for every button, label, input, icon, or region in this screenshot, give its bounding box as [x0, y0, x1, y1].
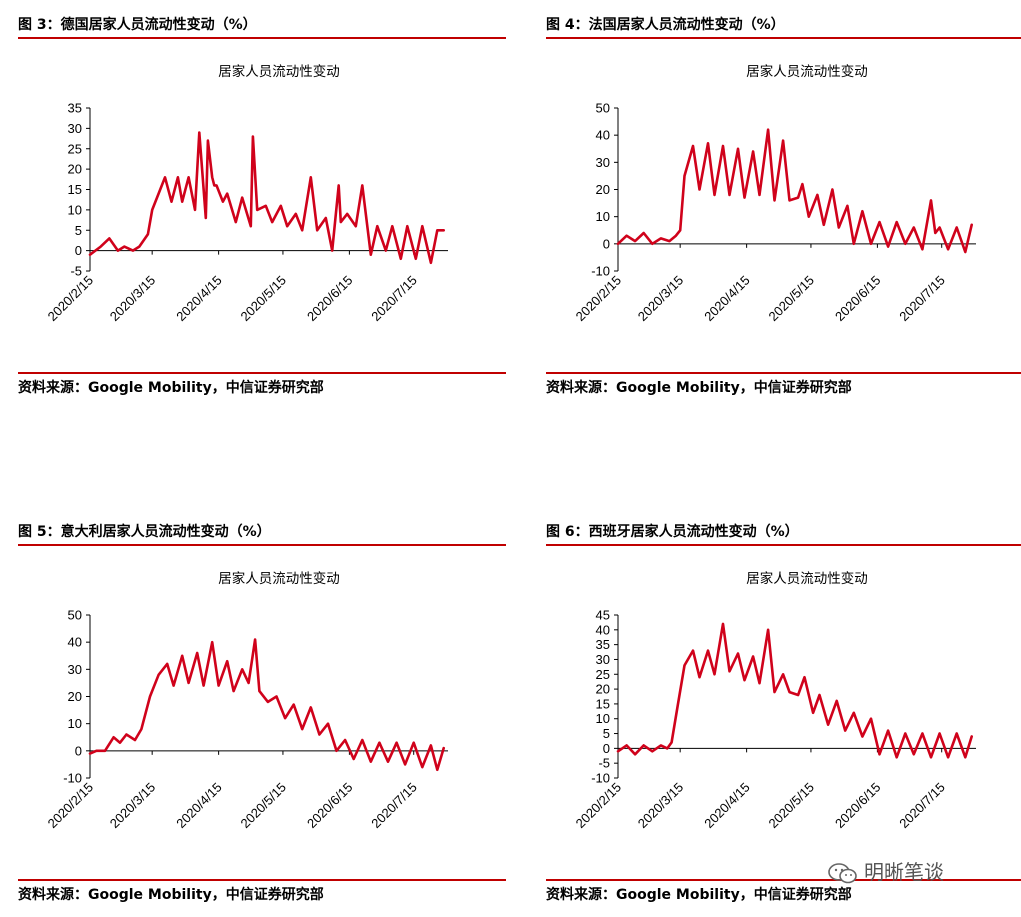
wechat-icon	[828, 862, 857, 883]
y-tick-label: 10	[596, 209, 610, 224]
y-tick-label: -10	[63, 771, 82, 786]
y-tick-label: 25	[68, 141, 82, 156]
caption-rule	[18, 37, 506, 39]
x-tick-label: 2020/2/15	[573, 273, 625, 325]
source-rule	[18, 372, 506, 374]
y-tick-label: 25	[596, 667, 610, 682]
y-tick-label: 30	[68, 121, 82, 136]
series-line	[88, 131, 446, 265]
chart-title: 居家人员流动性变动	[746, 570, 868, 587]
figure-caption: 图 4：法国居家人员流动性变动（%）	[546, 17, 785, 33]
x-tick-label: 2020/6/15	[304, 273, 356, 325]
panel-spain: 图 6：西班牙居家人员流动性变动（%） 居家人员流动性变动 -10 -5 0 5 10 15…	[546, 507, 1021, 917]
series-line	[616, 622, 974, 759]
panel-germany: 图 3：德国居家人员流动性变动（%） 居家人员流动性变动 -5 0 5 10 15 20 25…	[18, 0, 506, 410]
y-tick-label: 50	[68, 608, 82, 623]
y-tick-label: 5	[603, 726, 610, 741]
y-tick-label: 20	[68, 162, 82, 177]
y-tick-label: 10	[68, 202, 82, 217]
x-tick-label: 2020/5/15	[766, 273, 818, 325]
figure-caption: 图 6：西班牙居家人员流动性变动（%）	[546, 524, 799, 540]
source-rule	[546, 879, 1021, 881]
panel-france: 图 4：法国居家人员流动性变动（%） 居家人员流动性变动 -10 0 10 20 30 40…	[546, 0, 1021, 410]
x-tick-label: 2020/3/15	[107, 273, 159, 325]
y-tick-label: 30	[596, 652, 610, 667]
y-tick-label: 0	[603, 236, 610, 251]
y-tick-label: 5	[75, 223, 82, 238]
caption-rule	[18, 544, 506, 546]
y-tick-label: 40	[596, 622, 610, 637]
caption-rule	[546, 544, 1021, 546]
x-tick-label: 2020/2/15	[45, 273, 97, 325]
source-note: 资料来源：Google Mobility，中信证券研究部	[18, 380, 324, 396]
x-tick-label: 2020/7/15	[368, 273, 420, 325]
x-tick-label: 2020/7/15	[896, 780, 948, 832]
x-tick-label: 2020/7/15	[368, 780, 420, 832]
source-rule	[546, 372, 1021, 374]
line-chart: 居家人员流动性变动 -5 0 5 10 15 20 25 30 35 2020/2/15 2020/3…	[45, 63, 448, 325]
y-tick-label: 35	[68, 101, 82, 116]
y-tick-label: -10	[591, 264, 610, 279]
x-tick-label: 2020/4/15	[173, 273, 225, 325]
y-tick-label: 10	[596, 711, 610, 726]
chart-title: 居家人员流动性变动	[218, 63, 340, 80]
series-line	[88, 638, 446, 772]
chart-title: 居家人员流动性变动	[746, 63, 868, 80]
y-tick-label: 0	[603, 741, 610, 756]
y-tick-label: 0	[75, 743, 82, 758]
y-tick-label: 20	[68, 689, 82, 704]
y-tick-label: 40	[68, 635, 82, 650]
y-tick-label: 15	[596, 696, 610, 711]
x-tick-label: 2020/4/15	[701, 273, 753, 325]
x-tick-label: 2020/3/15	[107, 780, 159, 832]
y-tick-label: 45	[596, 608, 610, 623]
y-tick-label: -10	[591, 771, 610, 786]
x-tick-label: 2020/5/15	[766, 780, 818, 832]
x-tick-label: 2020/4/15	[173, 780, 225, 832]
x-tick-label: 2020/4/15	[701, 780, 753, 832]
x-tick-label: 2020/6/15	[304, 780, 356, 832]
line-chart: 居家人员流动性变动 -10 0 10 20 30 40 50 2020/2/15 2020/3/1…	[45, 570, 448, 832]
y-tick-label: -5	[598, 756, 610, 771]
y-tick-label: 30	[68, 662, 82, 677]
y-tick-label: -5	[70, 264, 82, 279]
y-tick-label: 20	[596, 682, 610, 697]
figure-caption: 图 3：德国居家人员流动性变动（%）	[18, 17, 257, 33]
x-tick-label: 2020/2/15	[573, 780, 625, 832]
y-tick-label: 35	[596, 637, 610, 652]
y-tick-label: 40	[596, 128, 610, 143]
y-tick-label: 15	[68, 182, 82, 197]
y-tick-label: 0	[75, 243, 82, 258]
x-tick-label: 2020/5/15	[238, 273, 290, 325]
x-tick-label: 2020/2/15	[45, 780, 97, 832]
line-chart: 居家人员流动性变动 -10 0 10 20 30 40 50 2020/2/15 2020/3/1…	[573, 63, 976, 325]
chart-title: 居家人员流动性变动	[218, 570, 340, 587]
y-tick-label: 30	[596, 155, 610, 170]
x-tick-label: 2020/7/15	[896, 273, 948, 325]
x-tick-label: 2020/3/15	[635, 780, 687, 832]
x-tick-label: 2020/3/15	[635, 273, 687, 325]
panel-italy: 图 5：意大利居家人员流动性变动（%） 居家人员流动性变动 -10 0 10 20 30 4…	[18, 507, 506, 917]
series-line	[616, 128, 974, 254]
watermark: 明晰笔谈	[828, 856, 944, 885]
figure-caption: 图 5：意大利居家人员流动性变动（%）	[18, 524, 271, 540]
x-tick-label: 2020/5/15	[238, 780, 290, 832]
y-tick-label: 10	[68, 716, 82, 731]
watermark-text: 明晰笔谈	[864, 860, 944, 884]
source-rule	[18, 879, 506, 881]
source-note: 资料来源：Google Mobility，中信证券研究部	[546, 380, 852, 396]
caption-rule	[546, 37, 1021, 39]
x-tick-label: 2020/6/15	[832, 273, 884, 325]
source-note: 资料来源：Google Mobility，中信证券研究部	[18, 887, 324, 903]
x-tick-label: 2020/6/15	[832, 780, 884, 832]
source-note: 资料来源：Google Mobility，中信证券研究部	[546, 887, 852, 903]
y-tick-label: 50	[596, 101, 610, 116]
y-tick-label: 20	[596, 182, 610, 197]
